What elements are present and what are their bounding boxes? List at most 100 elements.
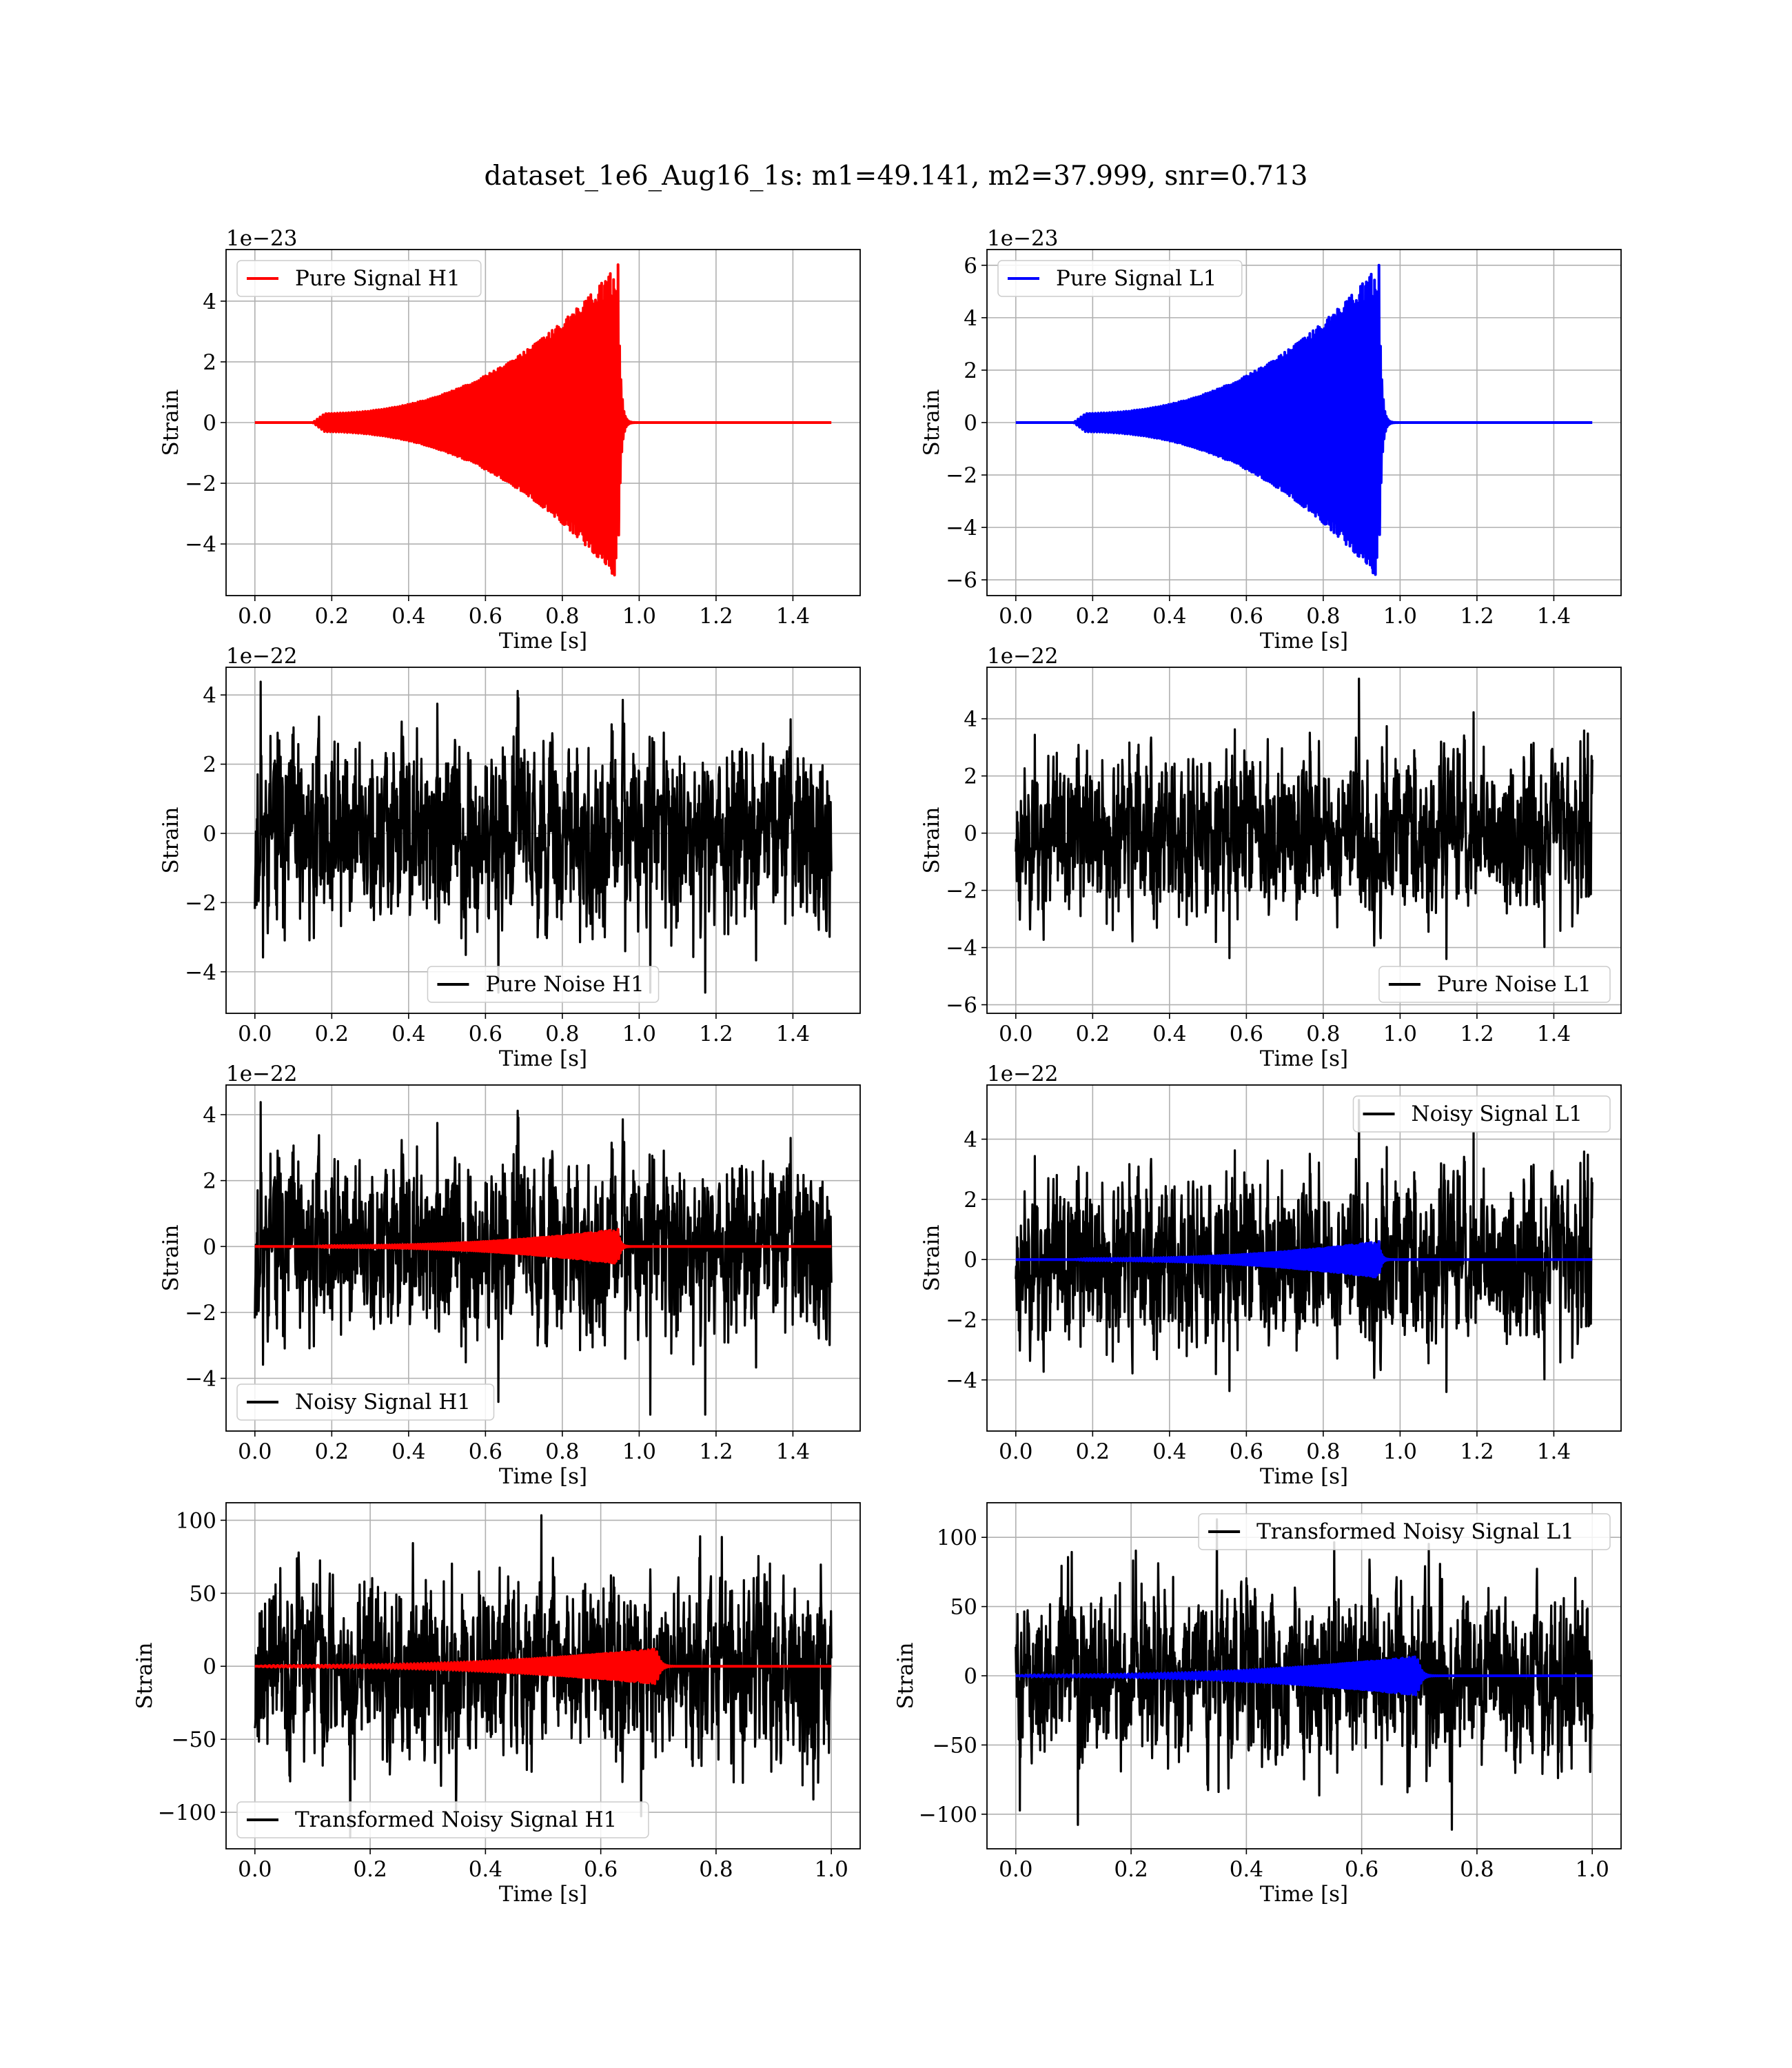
subplot-pure_noise_l1: 0.0 0.2 0.4 0.6 0.8 1.0 1.2 1.4 −6 −4 −2 0 2 4 Time [s… [919, 644, 1622, 1071]
x-tick-label: 0.6 [1230, 604, 1263, 629]
x-axis-label: Time [s] [1260, 1046, 1348, 1071]
x-tick-label: 1.4 [1537, 1022, 1571, 1046]
legend-label: Noisy Signal L1 [1412, 1102, 1583, 1126]
x-tick-label: 0.6 [1230, 1022, 1263, 1046]
y-tick-label: −4 [946, 1368, 977, 1393]
y-tick-label: 2 [203, 350, 216, 375]
legend: Noisy Signal L1 [1352, 1095, 1611, 1133]
y-tick-label: −6 [946, 993, 977, 1018]
x-tick-label: 0.4 [391, 604, 425, 629]
x-tick-label: 1.4 [1537, 604, 1571, 629]
subplot-grid: 0.0 0.2 0.4 0.6 0.8 1.0 1.2 1.4 −4 −2 0 2 4 Time [s] S… [132, 226, 1622, 1907]
axes-frame [225, 1502, 861, 1849]
x-tick-label: 0.6 [469, 604, 502, 629]
series-group [1015, 1099, 1594, 1393]
series-line [254, 680, 833, 994]
y-tick-label: −4 [185, 960, 216, 985]
y-tick-label: −50 [933, 1733, 977, 1758]
y-tick-label: −100 [158, 1801, 216, 1825]
y-tick-label: −4 [946, 936, 977, 961]
axes-frame [225, 667, 861, 1014]
subplot-pure_signal_l1: 0.0 0.2 0.4 0.6 0.8 1.0 1.2 1.4 −6 −4 −2 0 2 4 6 Time [… [919, 226, 1622, 653]
series-line [1015, 1240, 1594, 1279]
x-tick-label: 0.4 [1152, 1022, 1186, 1046]
x-tick-label: 0.8 [545, 1439, 579, 1464]
series-line [254, 1101, 833, 1416]
y-offset-label: 1e−22 [226, 1062, 298, 1086]
x-tick-label: 0.2 [353, 1857, 387, 1882]
legend-label: Transformed Noisy Signal L1 [1256, 1519, 1574, 1544]
y-tick-label: −2 [185, 1301, 216, 1326]
x-tick-label: 0.2 [1076, 604, 1110, 629]
y-tick-label: 4 [964, 1128, 977, 1153]
y-axis-label: Strain [159, 1225, 183, 1292]
x-tick-label: 1.2 [699, 604, 733, 629]
y-tick-label: 4 [203, 290, 216, 314]
legend: Pure Signal L1 [997, 260, 1243, 297]
x-tick-label: 0.0 [999, 604, 1032, 629]
y-axis-label: Strain [159, 389, 183, 456]
legend: Pure Noise L1 [1378, 966, 1611, 1003]
y-tick-label: −100 [919, 1803, 977, 1827]
y-tick-label: 100 [176, 1508, 216, 1533]
x-axis-label: Time [s] [499, 1882, 587, 1907]
y-tick-label: 2 [964, 1188, 977, 1213]
legend-label: Pure Noise H1 [485, 972, 644, 997]
series-group [1015, 678, 1594, 960]
y-tick-label: −2 [185, 472, 216, 496]
legend-box [1198, 1513, 1611, 1550]
y-tick-label: 0 [203, 1235, 216, 1259]
x-tick-label: 1.2 [699, 1022, 733, 1046]
y-tick-label: 4 [203, 683, 216, 708]
x-tick-label: 1.0 [1383, 604, 1417, 629]
x-tick-label: 0.6 [469, 1439, 502, 1464]
x-tick-label: 0.0 [238, 604, 272, 629]
x-tick-label: 0.8 [699, 1857, 733, 1882]
x-axis-label: Time [s] [1260, 1882, 1348, 1907]
series-line [254, 1514, 833, 1838]
subplot-transformed_h1: 0.0 0.2 0.4 0.6 0.8 1.0 −100 −50 0 50 100 Time [s] S… [132, 1502, 861, 1907]
subplot-noisy_signal_h1: 0.0 0.2 0.4 0.6 0.8 1.0 1.2 1.4 −4 −2 0 2 4 Time [s] S… [159, 1062, 861, 1489]
y-offset-label: 1e−23 [226, 226, 298, 251]
x-tick-label: 0.8 [545, 604, 579, 629]
y-tick-label: −4 [185, 532, 216, 557]
x-tick-label: 1.0 [1383, 1439, 1417, 1464]
x-axis-label: Time [s] [499, 1046, 587, 1071]
x-tick-label: 1.2 [1460, 604, 1494, 629]
x-tick-label: 0.2 [1076, 1439, 1110, 1464]
x-axis-label: Time [s] [1260, 629, 1348, 653]
x-tick-label: 0.2 [1114, 1857, 1148, 1882]
legend-box [1378, 966, 1611, 1003]
series-group [254, 1514, 833, 1838]
legend-label: Pure Signal L1 [1056, 266, 1216, 291]
x-tick-label: 0.8 [1306, 1439, 1340, 1464]
legend-box [236, 1801, 649, 1838]
y-tick-label: −2 [946, 463, 977, 488]
y-tick-label: 0 [964, 1248, 977, 1273]
x-tick-label: 0.2 [315, 1022, 349, 1046]
y-tick-label: 100 [937, 1525, 977, 1550]
x-axis-label: Time [s] [499, 629, 587, 653]
x-tick-label: 0.2 [315, 1439, 349, 1464]
x-tick-label: 0.6 [584, 1857, 618, 1882]
y-axis-label: Strain [919, 389, 944, 456]
x-tick-label: 0.0 [238, 1022, 272, 1046]
legend: Noisy Signal H1 [236, 1383, 495, 1421]
legend-label: Transformed Noisy Signal H1 [295, 1807, 617, 1832]
x-tick-label: 0.6 [1345, 1857, 1378, 1882]
x-tick-label: 1.4 [776, 1022, 810, 1046]
x-tick-label: 0.4 [1152, 1439, 1186, 1464]
y-axis-label: Strain [919, 807, 944, 874]
y-offset-label: 1e−22 [226, 644, 298, 669]
y-tick-label: 50 [950, 1595, 977, 1620]
x-axis-label: Time [s] [499, 1464, 587, 1489]
x-tick-label: 0.2 [1076, 1022, 1110, 1046]
y-tick-label: 0 [964, 411, 977, 436]
y-tick-label: 2 [964, 764, 977, 789]
y-axis-label: Strain [132, 1643, 157, 1710]
axes-frame [225, 1084, 861, 1432]
y-tick-label: 0 [203, 1654, 216, 1679]
y-tick-label: −6 [946, 568, 977, 593]
